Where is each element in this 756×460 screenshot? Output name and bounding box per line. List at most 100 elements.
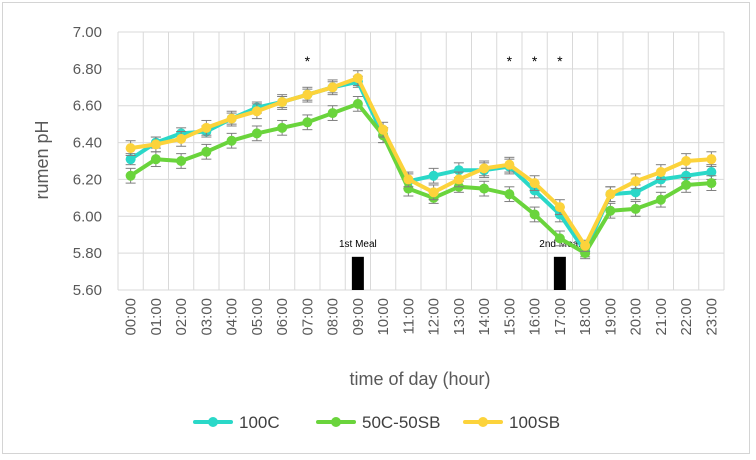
data-point — [226, 135, 237, 146]
data-point — [630, 203, 641, 214]
data-point — [226, 113, 237, 124]
meal-bar — [351, 256, 364, 290]
data-point — [554, 202, 565, 213]
tick-layer: 5.60 5.80 6.00 6.20 6.40 6.60 6.80 7.00 00:00 01:… — [73, 24, 721, 336]
chart-frame — [2, 2, 750, 454]
y-tick-label: 6.80 — [73, 61, 102, 78]
x-axis-title: time of day (hour) — [349, 369, 490, 389]
x-tick-label: 19:00 — [602, 298, 619, 336]
significance-marker: * — [557, 53, 563, 69]
y-tick-label: 6.00 — [73, 208, 102, 225]
meal-label: 1st Meal — [339, 239, 377, 250]
data-point — [302, 117, 313, 128]
x-tick-label: 11:00 — [400, 298, 417, 334]
x-tick-label: 08:00 — [325, 298, 342, 336]
data-point — [352, 73, 363, 84]
significance-marker: * — [532, 53, 538, 69]
legend: 100C 50C-50SB 100SB — [193, 413, 560, 432]
meal-bar — [553, 256, 566, 290]
legend-item: 100C — [193, 413, 280, 432]
significance-marker: * — [507, 53, 513, 69]
data-point — [176, 133, 187, 144]
x-tick-label: 02:00 — [173, 298, 190, 336]
x-tick-label: 09:00 — [350, 298, 367, 336]
data-point — [630, 187, 641, 198]
x-tick-label: 07:00 — [299, 298, 316, 336]
x-tick-label: 12:00 — [426, 298, 443, 336]
legend-swatch-marker — [208, 417, 218, 427]
data-point — [176, 156, 187, 166]
legend-label: 100SB — [509, 413, 560, 432]
x-tick-label: 20:00 — [628, 298, 645, 336]
x-tick-label: 13:00 — [451, 298, 468, 336]
legend-swatch-marker — [331, 417, 341, 427]
series-50C-50SB — [125, 96, 717, 260]
significance-layer: * * * * — [305, 53, 564, 69]
x-tick-label: 23:00 — [703, 298, 720, 336]
data-point — [201, 122, 212, 133]
data-point — [428, 170, 439, 181]
data-point — [201, 146, 212, 157]
data-point — [327, 108, 338, 119]
data-point — [479, 163, 490, 174]
legend-label: 100C — [239, 413, 280, 432]
data-point — [352, 98, 363, 109]
x-tick-label: 06:00 — [274, 298, 291, 336]
data-point — [125, 143, 136, 154]
x-tick-label: 22:00 — [678, 298, 695, 336]
data-point — [681, 170, 692, 181]
x-tick-label: 17:00 — [552, 298, 569, 336]
data-point — [479, 183, 490, 194]
x-tick-label: 21:00 — [653, 298, 670, 336]
data-point — [605, 189, 616, 200]
legend-item: 50C-50SB — [316, 413, 440, 432]
y-tick-label: 6.20 — [73, 171, 102, 188]
data-point — [251, 106, 262, 117]
data-point — [681, 179, 692, 190]
series-100SB — [125, 70, 717, 252]
x-tick-label: 16:00 — [527, 298, 544, 336]
data-point — [529, 178, 540, 189]
y-axis-title: rumen pH — [32, 120, 52, 199]
x-tick-label: 14:00 — [476, 298, 493, 336]
data-point — [554, 233, 565, 244]
y-tick-label: 6.40 — [73, 135, 102, 152]
y-tick-label: 7.00 — [73, 24, 102, 41]
data-point — [403, 174, 414, 185]
x-tick-label: 00:00 — [123, 298, 140, 336]
data-point — [655, 167, 666, 178]
x-tick-label: 05:00 — [249, 298, 266, 336]
data-point — [504, 159, 515, 170]
data-point — [580, 240, 591, 251]
data-point — [125, 170, 136, 181]
data-point — [580, 248, 591, 259]
data-point — [378, 124, 389, 135]
data-point — [529, 209, 540, 220]
x-tick-label: 01:00 — [148, 298, 165, 336]
data-point — [327, 82, 338, 93]
data-point — [453, 174, 464, 185]
data-point — [428, 187, 439, 198]
significance-marker: * — [305, 53, 311, 69]
legend-item: 100SB — [463, 413, 560, 432]
x-tick-label: 15:00 — [501, 298, 518, 336]
y-tick-label: 5.80 — [73, 245, 102, 262]
x-tick-label: 18:00 — [577, 298, 594, 336]
data-point — [706, 167, 717, 178]
y-tick-label: 6.60 — [73, 98, 102, 115]
data-point — [150, 154, 161, 165]
data-point — [403, 183, 414, 194]
x-tick-label: 03:00 — [198, 298, 215, 336]
data-point — [302, 89, 313, 100]
x-tick-label: 10:00 — [375, 298, 392, 336]
grid-layer — [117, 31, 725, 291]
data-point — [277, 122, 288, 133]
legend-swatch-marker — [478, 417, 488, 427]
data-point — [251, 128, 262, 139]
x-tick-label: 04:00 — [224, 298, 241, 336]
data-point — [706, 154, 717, 165]
meal-layer: 1st Meal 2nd Meal — [339, 239, 580, 290]
y-tick-label: 5.60 — [73, 282, 102, 299]
series-layer — [125, 70, 717, 260]
